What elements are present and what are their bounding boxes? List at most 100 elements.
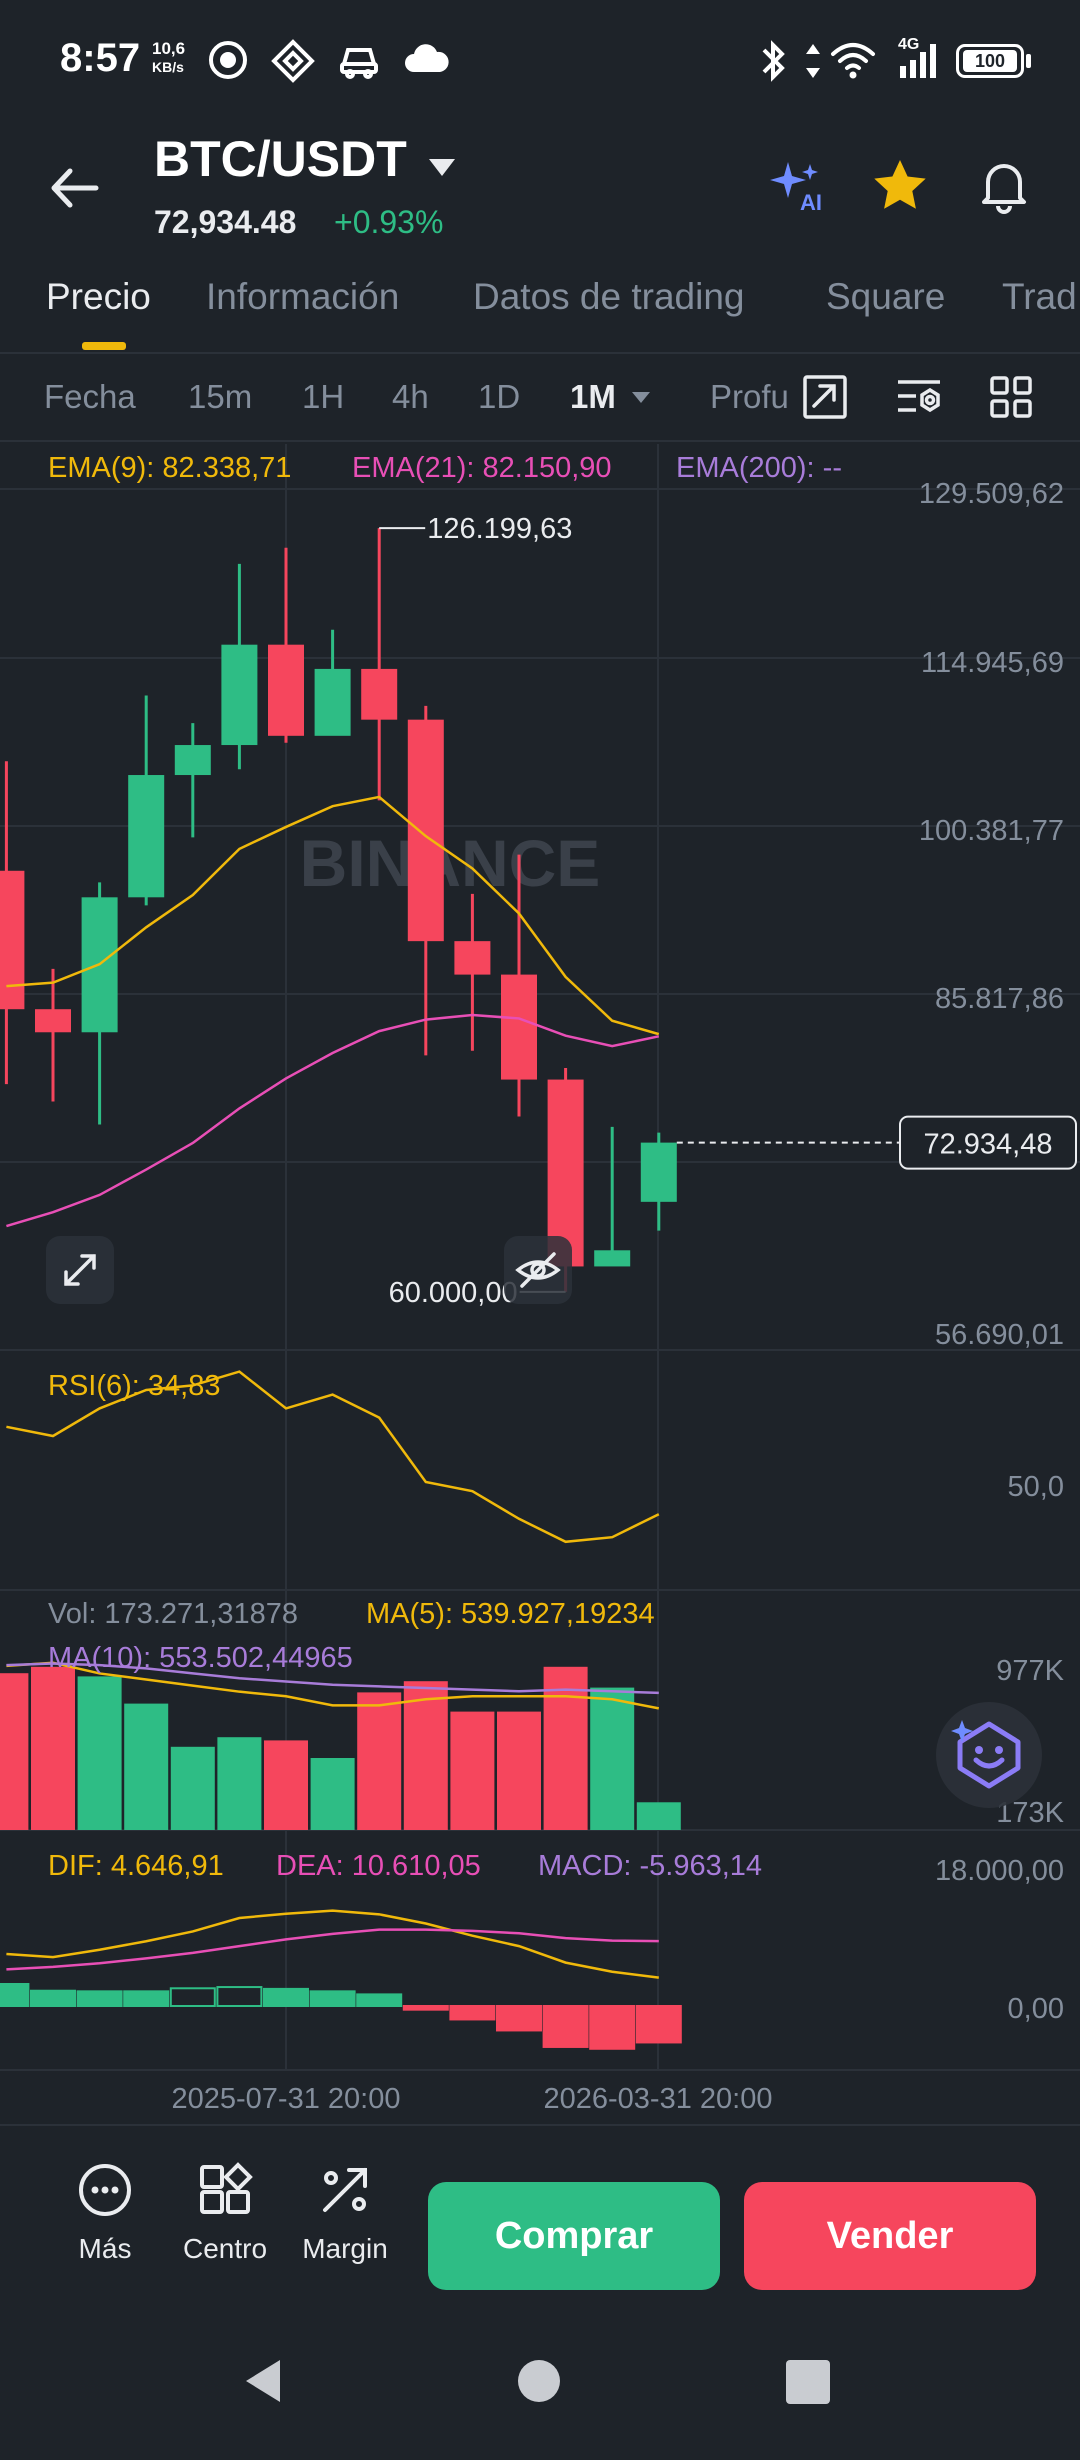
pair-dropdown-icon[interactable] — [426, 156, 458, 180]
price-axis-label: 56.690,01 — [935, 1319, 1064, 1351]
volume-bar — [310, 1758, 355, 1830]
macd-histogram-bar — [402, 2005, 449, 2011]
header: BTC/USDT 72,934.48 +0.93% AI — [0, 120, 1080, 260]
volume-bar — [264, 1740, 308, 1830]
ema21-line — [6, 1013, 660, 1228]
current-price-tag — [899, 1115, 1077, 1170]
buy-button[interactable]: Comprar — [428, 2182, 720, 2290]
chart-area[interactable]: BINANCE 129.509,62 114.945,69 100.381,77 85.… — [0, 444, 1080, 2124]
battery-tip — [1026, 54, 1031, 68]
candle-body — [128, 775, 165, 898]
volume-bar — [357, 1692, 402, 1830]
hide-lines-button[interactable] — [504, 1236, 572, 1304]
candle-body — [454, 941, 491, 975]
price-axis-label: 114.945,69 — [921, 647, 1064, 679]
macd-histogram-bar — [0, 1983, 30, 2007]
cloud-icon — [405, 44, 449, 72]
ai-sparkle-icon[interactable]: AI — [766, 156, 826, 216]
assistant-button[interactable] — [936, 1702, 1042, 1808]
status-bar: 8:57 10,6 KB/s 4G 100 — [0, 0, 1080, 120]
bottom-action-bar: Más Centro Margin Comprar Vender — [0, 2124, 1080, 2294]
macd-histogram-bar — [542, 2005, 589, 2048]
apps-grid-icon — [200, 2162, 253, 2214]
active-tab-indicator — [82, 342, 126, 350]
interval-dropdown-icon[interactable] — [630, 390, 652, 406]
favorite-star-icon[interactable] — [870, 156, 930, 216]
time-axis-label: 2025-07-31 20:00 — [172, 2083, 401, 2115]
status-time: 8:57 — [60, 36, 141, 80]
candle-body — [547, 1079, 584, 1267]
network-speed: 10,6 KB/s — [152, 40, 185, 76]
interval-1d[interactable]: 1D — [478, 378, 521, 415]
dif-label: DIF: 4.646,91 — [48, 1850, 224, 1882]
candle-body — [174, 745, 211, 776]
battery-icon: 100 — [956, 44, 1024, 78]
tab-price[interactable]: Precio — [46, 276, 151, 317]
system-nav-bar — [0, 2300, 1080, 2460]
network-speed-value: 10,6 — [152, 39, 186, 58]
nav-recents-icon[interactable] — [786, 2360, 830, 2404]
volume-bar — [636, 1802, 681, 1830]
candle-body — [407, 719, 444, 942]
ema9-label: EMA(9): 82.338,71 — [48, 452, 292, 484]
volume-bar — [403, 1681, 448, 1830]
ema9-line — [6, 795, 660, 1036]
margin-label: Margin — [302, 2233, 388, 2264]
volume-bar — [543, 1666, 588, 1830]
grid-layout-icon[interactable] — [986, 372, 1036, 422]
volume-bar — [124, 1703, 169, 1830]
rsi-axis-label: 50,0 — [1008, 1471, 1064, 1503]
nav-home-icon[interactable] — [516, 2358, 562, 2404]
interval-depth[interactable]: Profu — [710, 378, 789, 415]
candle-body — [221, 644, 258, 746]
interval-date[interactable]: Fecha — [44, 378, 136, 415]
macd-histogram-bar — [216, 1986, 263, 2007]
more-button[interactable]: Más — [55, 2162, 155, 2265]
margin-arrows-icon — [323, 2168, 367, 2212]
chart-settings-icon[interactable] — [800, 372, 850, 422]
volume-bar — [170, 1746, 215, 1830]
macd-histogram-bar — [449, 2005, 496, 2021]
smiley-bot-icon — [951, 1720, 1021, 1789]
indicator-settings-icon[interactable] — [894, 372, 944, 422]
center-button[interactable]: Centro — [175, 2162, 275, 2265]
high-price-label: 126.199,63 — [427, 513, 572, 545]
signal-icon — [900, 44, 936, 78]
macd-histogram-bar — [30, 1989, 76, 2007]
binance-watermark: BINANCE — [300, 826, 601, 900]
car-icon — [340, 48, 378, 79]
wifi-icon — [831, 43, 875, 79]
more-label: Más — [78, 2233, 132, 2264]
nav-back-icon[interactable] — [240, 2356, 286, 2406]
pair-title[interactable]: BTC/USDT — [154, 131, 407, 187]
interval-4h[interactable]: 4h — [392, 378, 429, 415]
tab-info[interactable]: Información — [206, 276, 400, 317]
vol-ma5-line — [6, 1661, 660, 1710]
price-change: +0.93% — [334, 204, 444, 240]
ema21-label: EMA(21): 82.150,90 — [352, 452, 612, 484]
vol-ma10-line — [6, 1662, 659, 1695]
rsi-line — [6, 1370, 660, 1544]
tab-trading-data[interactable]: Datos de trading — [473, 276, 745, 317]
margin-button[interactable]: Margin — [295, 2162, 395, 2265]
interval-15m[interactable]: 15m — [188, 378, 253, 415]
ema200-label: EMA(200): -- — [676, 452, 842, 484]
volume-bar — [0, 1673, 29, 1830]
ma5-label: MA(5): 539.927,19234 — [366, 1598, 655, 1630]
eye-off-icon — [515, 1252, 561, 1288]
tab-square[interactable]: Square — [826, 276, 946, 317]
interval-1h[interactable]: 1H — [302, 378, 345, 415]
macd-histogram-bar — [123, 1990, 170, 2008]
candlestick-chart[interactable]: BINANCE 129.509,62 114.945,69 100.381,77 85.… — [0, 444, 1080, 2124]
sell-button[interactable]: Vender — [744, 2182, 1036, 2290]
dea-label: DEA: 10.610,05 — [276, 1850, 481, 1882]
candle-body — [0, 870, 25, 1010]
volume-axis-top: 977K — [996, 1655, 1064, 1687]
time-axis-label: 2026-03-31 20:00 — [544, 2083, 773, 2115]
candle-body — [35, 1009, 71, 1033]
bell-icon[interactable] — [974, 156, 1034, 216]
back-arrow-icon[interactable] — [46, 160, 102, 216]
tab-trade[interactable]: Trad — [1002, 276, 1077, 317]
interval-1m-selected[interactable]: 1M — [570, 378, 616, 415]
fullscreen-button[interactable] — [46, 1236, 114, 1304]
